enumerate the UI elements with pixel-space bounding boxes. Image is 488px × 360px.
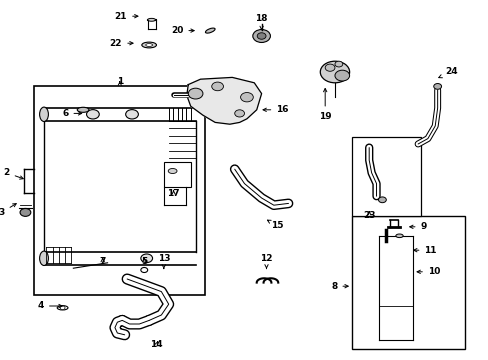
Bar [351,216,464,349]
Text: 1: 1 [117,77,122,86]
Ellipse shape [168,168,177,174]
Text: 15: 15 [267,220,284,230]
Text: 16: 16 [263,105,288,114]
Text: 9: 9 [409,222,426,231]
Text: 21: 21 [114,12,138,21]
Circle shape [141,254,152,263]
Circle shape [234,110,244,117]
Circle shape [334,70,349,81]
Ellipse shape [40,107,48,122]
Text: 22: 22 [109,39,133,48]
Bar [34,86,205,295]
Circle shape [433,84,441,89]
Polygon shape [186,77,261,124]
Circle shape [188,88,203,99]
Ellipse shape [142,42,156,48]
Circle shape [86,109,99,119]
Bar [163,162,190,187]
Text: 23: 23 [362,211,375,220]
Circle shape [257,33,265,39]
Text: 10: 10 [416,267,439,276]
Text: 8: 8 [330,282,347,291]
Circle shape [252,30,270,42]
Ellipse shape [145,44,152,46]
Circle shape [20,208,31,216]
Circle shape [125,109,138,119]
Ellipse shape [77,107,89,112]
Ellipse shape [205,28,215,33]
Circle shape [378,197,386,203]
Circle shape [325,64,334,71]
Text: 18: 18 [255,14,267,30]
Text: 12: 12 [260,254,272,269]
Text: 3: 3 [0,204,16,217]
Ellipse shape [147,18,155,21]
Ellipse shape [395,234,403,238]
Text: 13: 13 [157,254,170,269]
Circle shape [240,93,253,102]
Text: 7: 7 [99,257,106,266]
Text: 24: 24 [438,68,457,78]
Text: 14: 14 [150,340,163,349]
Bar [351,137,420,216]
Text: 2: 2 [3,168,23,179]
Text: 6: 6 [62,109,81,118]
Circle shape [334,61,342,67]
Text: 11: 11 [413,246,436,255]
Text: 17: 17 [167,189,180,198]
Text: 20: 20 [171,26,194,35]
Ellipse shape [40,251,48,266]
Text: 4: 4 [38,301,62,310]
Circle shape [60,306,65,310]
Circle shape [211,82,223,91]
Text: 19: 19 [318,89,331,121]
Circle shape [320,61,349,83]
Text: 5: 5 [141,257,147,266]
